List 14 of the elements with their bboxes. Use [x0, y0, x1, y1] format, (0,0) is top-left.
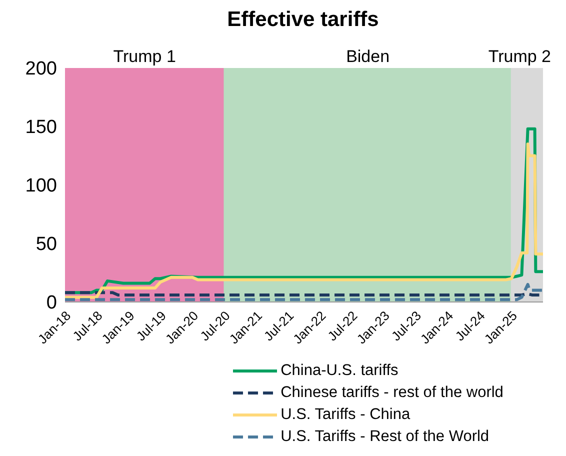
line-series	[65, 282, 543, 302]
y-tick-label: 200	[25, 58, 57, 80]
chart-title: Effective tariffs	[226, 8, 380, 33]
band-label: Biden	[346, 47, 390, 66]
band-label: Trump 2	[488, 47, 551, 66]
legend-label: China-U.S. tariffs	[280, 362, 398, 380]
y-tick-label: 50	[36, 234, 57, 256]
y-tick-label: 0	[46, 292, 57, 314]
band-label: Trump 1	[113, 47, 176, 66]
legend-label: U.S. Tariffs - Rest of the World	[280, 428, 490, 446]
legend-label: U.S. Tariffs - China	[280, 406, 410, 424]
y-tick-label: 100	[25, 176, 57, 197]
legend-label: Chinese tariffs - rest of the world	[280, 384, 504, 402]
y-tick-label: 150	[25, 117, 57, 138]
